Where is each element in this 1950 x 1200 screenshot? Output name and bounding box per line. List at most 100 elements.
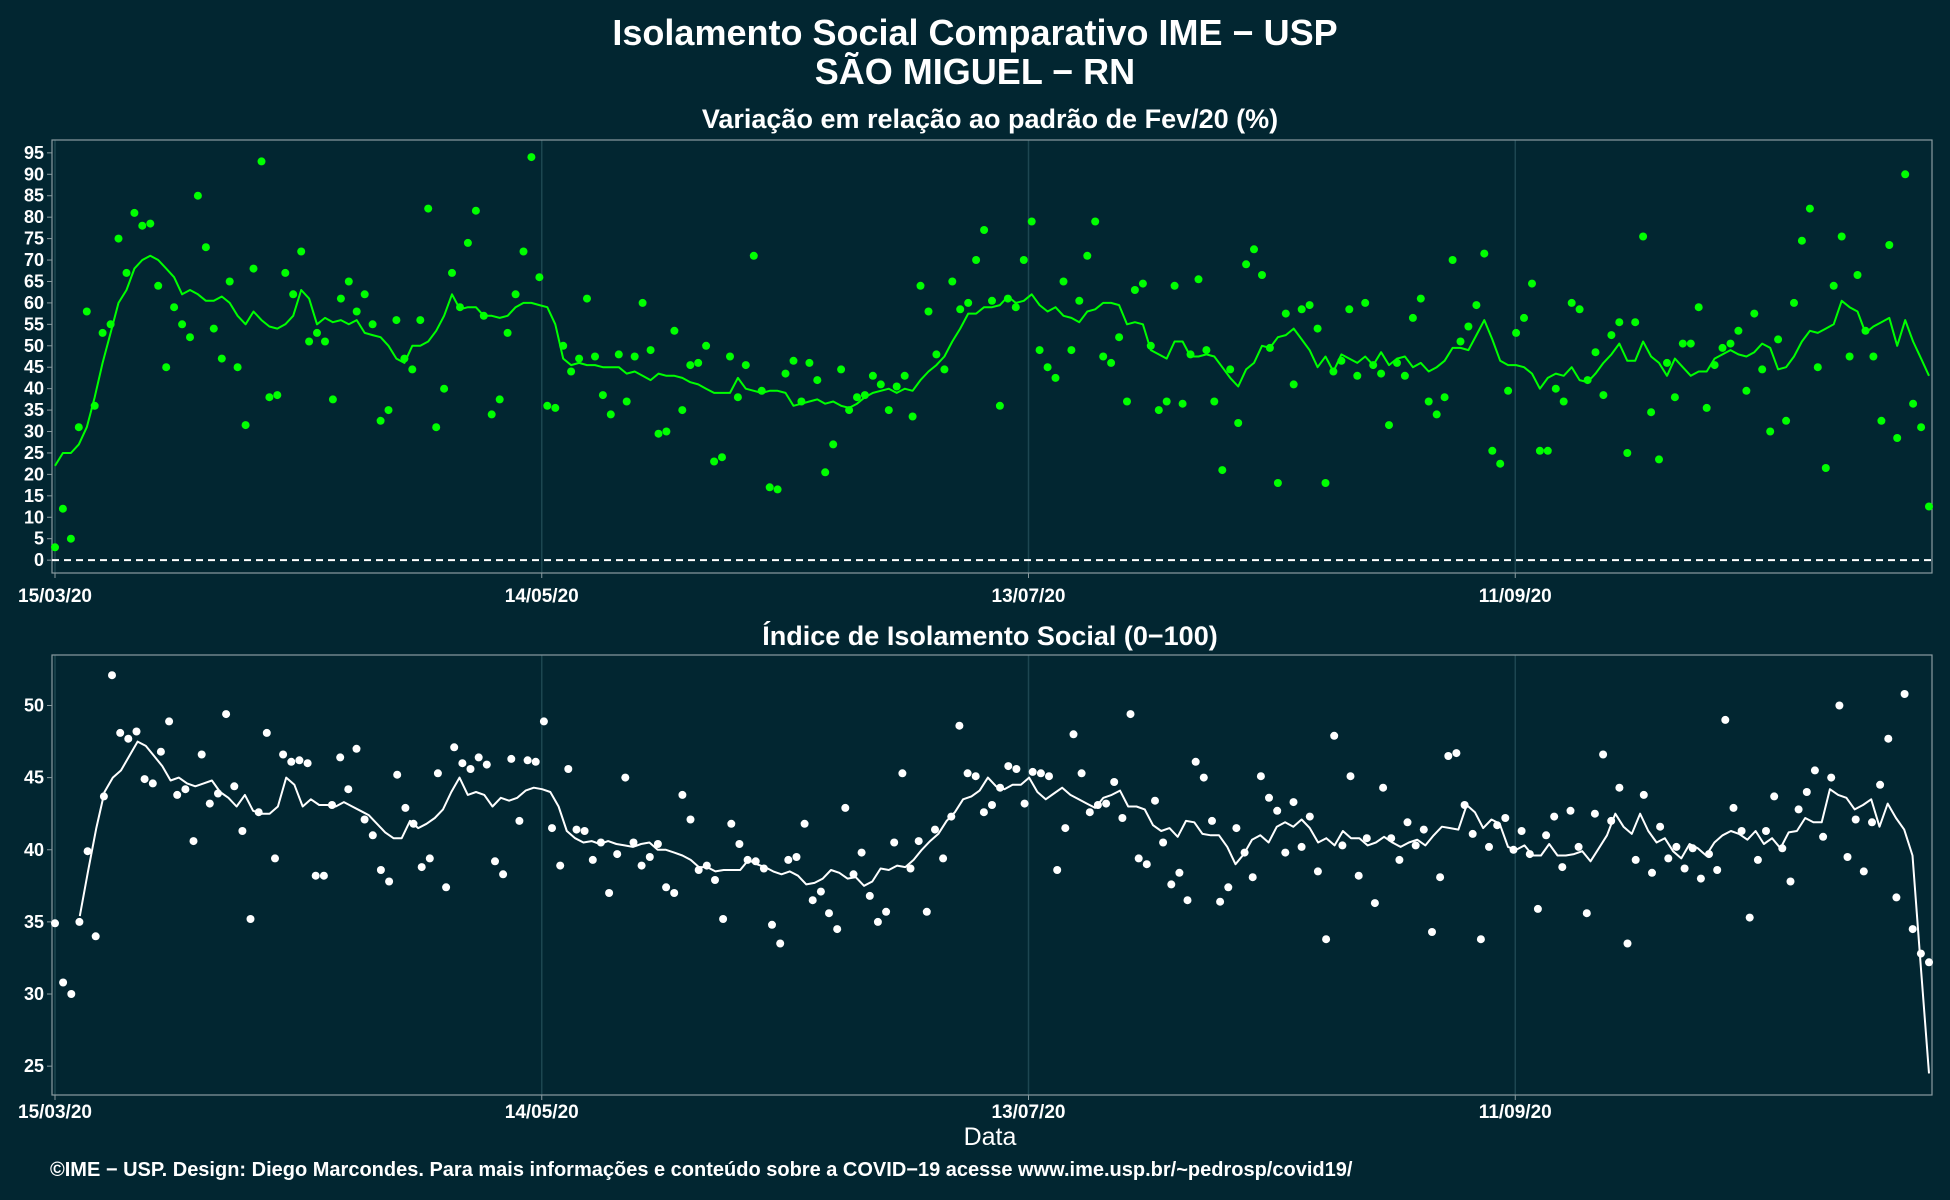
data-point [1590, 809, 1599, 818]
data-point [1151, 796, 1159, 805]
data-point [360, 815, 369, 824]
data-point [279, 750, 288, 759]
data-point [1678, 339, 1687, 348]
data-point [1337, 356, 1346, 365]
data-point [1256, 772, 1265, 781]
data-point [1093, 801, 1102, 809]
y-tick-label: 25 [24, 443, 44, 463]
data-point [914, 837, 923, 846]
data-point [1232, 824, 1241, 833]
data-point [884, 406, 893, 415]
data-point [400, 354, 409, 363]
data-point [1705, 850, 1713, 859]
data-point [1003, 294, 1012, 303]
data-point [222, 710, 231, 719]
data-point [868, 371, 877, 380]
x-tick-label: 14/05/20 [505, 1102, 579, 1123]
data-point [543, 401, 552, 410]
data-point [463, 238, 472, 247]
data-point [271, 854, 279, 863]
data-point [964, 298, 973, 307]
data-point [170, 303, 179, 312]
data-point [257, 157, 266, 166]
data-point [1770, 792, 1779, 801]
data-point [900, 371, 909, 380]
data-point [1813, 363, 1822, 372]
data-point [1819, 832, 1828, 841]
data-point [1226, 365, 1235, 374]
data-point [140, 775, 149, 784]
data-point [759, 864, 768, 873]
data-point [1059, 277, 1068, 286]
y-tick-label: 45 [24, 768, 44, 788]
data-point [598, 391, 607, 400]
data-point [230, 782, 239, 791]
data-point [1558, 863, 1567, 872]
data-point [1448, 256, 1457, 264]
y-tick-label: 40 [24, 379, 44, 399]
data-point [1240, 848, 1249, 857]
data-point [1623, 449, 1632, 457]
data-point [1183, 896, 1192, 905]
data-point [1639, 232, 1648, 241]
data-point [922, 907, 931, 916]
y-tick-label: 30 [24, 422, 44, 442]
data-point [511, 290, 520, 299]
data-point [58, 504, 67, 513]
data-point [262, 728, 271, 737]
data-point [924, 307, 933, 316]
data-point [515, 816, 524, 825]
data-point [1663, 358, 1671, 367]
data-point [67, 990, 76, 998]
data-point [1525, 850, 1534, 859]
x-tick-label: 15/03/20 [18, 1102, 92, 1123]
data-point [425, 854, 434, 863]
y-tick-label: 85 [24, 186, 44, 206]
data-point [1020, 799, 1029, 808]
data-point [1837, 232, 1846, 241]
data-point [749, 251, 758, 260]
data-point [898, 769, 907, 778]
y-tick-label: 90 [24, 164, 44, 184]
moving-average-line [54, 254, 1930, 467]
data-point [1774, 335, 1783, 344]
data-point [1258, 271, 1266, 279]
data-point [548, 824, 556, 833]
data-point [670, 326, 679, 335]
y-tick-label: 45 [24, 357, 44, 377]
data-point [776, 939, 785, 948]
data-point [1861, 326, 1870, 335]
data-point [955, 721, 964, 730]
data-point [1329, 367, 1338, 376]
data-point [773, 485, 782, 494]
footer-caption: ©IME − USP. Design: Diego Marcondes. Par… [50, 1159, 1353, 1181]
data-point [711, 876, 719, 884]
data-point [491, 857, 499, 866]
data-point [1115, 333, 1124, 342]
data-point [1216, 897, 1225, 906]
data-point [384, 406, 393, 415]
data-point [947, 812, 956, 821]
data-point [1385, 421, 1393, 430]
data-point [313, 328, 321, 337]
data-point [1718, 343, 1727, 352]
data-point [1869, 352, 1878, 361]
data-point [1170, 281, 1179, 290]
data-point [1575, 305, 1584, 314]
data-point [173, 790, 182, 799]
data-point [527, 153, 536, 162]
data-point [1753, 855, 1762, 864]
data-point [1146, 341, 1155, 350]
data-point [876, 380, 885, 389]
data-point [1680, 864, 1689, 873]
data-point [1468, 829, 1477, 838]
y-tick-label: 50 [24, 336, 44, 356]
data-point [466, 765, 475, 773]
data-point [1436, 873, 1445, 882]
data-point [1766, 427, 1775, 436]
data-point [368, 831, 377, 840]
data-point [321, 337, 329, 346]
data-point [1194, 275, 1203, 284]
data-point [1011, 303, 1020, 312]
data-point [556, 861, 565, 870]
